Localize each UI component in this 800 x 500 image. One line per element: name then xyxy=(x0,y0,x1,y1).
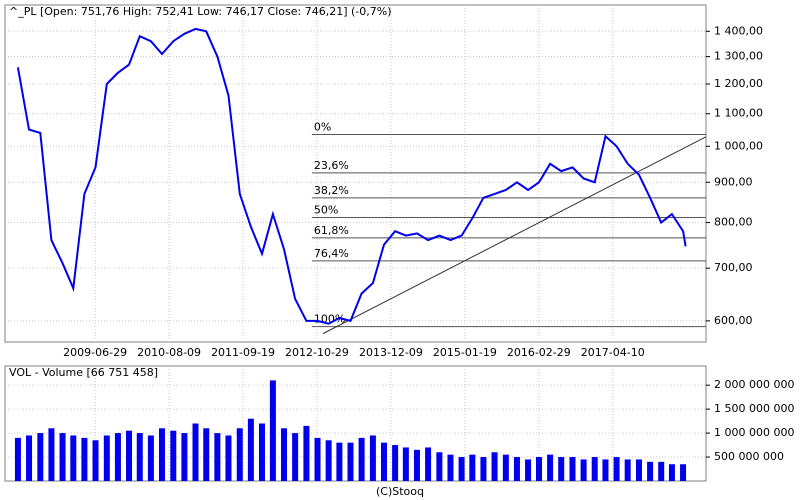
volume-bar xyxy=(580,459,587,481)
volume-bar xyxy=(114,433,121,481)
volume-bar xyxy=(37,433,44,481)
y-tick-label: 1 300,00 xyxy=(714,50,763,63)
volume-bar xyxy=(14,437,21,481)
volume-bar xyxy=(613,457,620,481)
y-tick-label: 1 200,00 xyxy=(714,77,763,90)
volume-bar xyxy=(602,459,609,481)
volume-bar xyxy=(647,461,654,481)
volume-bar xyxy=(635,459,642,481)
volume-bar xyxy=(103,435,110,481)
fib-label: 23,6% xyxy=(314,159,349,172)
volume-bar xyxy=(258,423,265,481)
y-tick-label: 1 400,00 xyxy=(714,24,763,37)
volume-bar xyxy=(292,433,299,481)
y-tick-label: 600,00 xyxy=(714,314,753,327)
volume-bar xyxy=(59,433,66,481)
volume-bar xyxy=(447,454,454,481)
volume-bar xyxy=(381,442,388,481)
volume-bar xyxy=(203,428,210,481)
volume-bar xyxy=(158,428,165,481)
volume-bar xyxy=(136,433,143,481)
volume-bar xyxy=(236,428,243,481)
x-tick-label: 2010-08-09 xyxy=(137,346,201,359)
volume-bar xyxy=(214,433,221,481)
volume-bar xyxy=(325,440,332,481)
volume-bar xyxy=(402,447,409,481)
volume-bar xyxy=(458,457,465,481)
volume-bar xyxy=(535,457,542,481)
y-tick-label: 900,00 xyxy=(714,175,753,188)
volume-bar xyxy=(181,433,188,481)
volume-bar xyxy=(469,454,476,481)
y-tick-label: 2 000 000 000 xyxy=(714,378,794,391)
volume-bar xyxy=(525,459,532,481)
volume-bar xyxy=(81,437,88,481)
price-line xyxy=(16,27,687,325)
footer: (C)Stooq xyxy=(376,485,424,498)
volume-bar xyxy=(547,454,554,481)
volume-bar xyxy=(502,454,509,481)
volume-bar xyxy=(513,457,520,481)
x-tick-label: 2009-06-29 xyxy=(63,346,127,359)
y-tick-label: 1 100,00 xyxy=(714,107,763,120)
fib-label: 50% xyxy=(314,203,338,216)
volume-bar xyxy=(70,435,77,481)
chart-title: ^_PL [Open: 751,76 High: 752,41 Low: 746… xyxy=(9,5,392,18)
volume-bar xyxy=(225,435,232,481)
volume-bar xyxy=(624,459,631,481)
fib-label: 61,8% xyxy=(314,224,349,237)
price-panel xyxy=(4,4,707,343)
volume-bar xyxy=(247,418,254,481)
volume-bar xyxy=(658,461,665,481)
x-tick-label: 2012-10-29 xyxy=(285,346,349,359)
volume-bar xyxy=(314,437,321,481)
volume-bar xyxy=(358,437,365,481)
volume-bar xyxy=(680,464,687,481)
volume-bar xyxy=(425,447,432,481)
volume-bar xyxy=(92,440,99,481)
x-tick-label: 2016-02-29 xyxy=(507,346,571,359)
y-tick-label: 800,00 xyxy=(714,216,753,229)
volume-bar xyxy=(668,464,675,481)
x-tick-label: 2015-01-19 xyxy=(433,346,497,359)
x-tick-label: 2011-09-19 xyxy=(211,346,275,359)
volume-bar xyxy=(147,435,154,481)
volume-bar xyxy=(269,380,276,481)
fib-label: 38,2% xyxy=(314,184,349,197)
volume-bar xyxy=(347,442,354,481)
volume-bar xyxy=(126,430,133,481)
y-tick-label: 500 000 000 xyxy=(714,450,784,463)
volume-bar xyxy=(392,445,399,481)
volume-bar xyxy=(26,435,33,481)
x-tick-label: 2013-12-09 xyxy=(359,346,423,359)
y-tick-label: 1 000 000 000 xyxy=(714,426,794,439)
y-tick-label: 700,00 xyxy=(714,261,753,274)
volume-bar xyxy=(480,457,487,481)
volume-bar xyxy=(436,452,443,481)
layer: 2009-06-29 2010-08-09 2011-09-19 2012-10-29… xyxy=(5,5,794,481)
x-tick-label: 2017-04-10 xyxy=(581,346,645,359)
volume-bar xyxy=(281,428,288,481)
volume-title: VOL - Volume [66 751 458] xyxy=(9,366,158,379)
y-tick-label: 1 000,00 xyxy=(714,139,763,152)
trend-line xyxy=(322,136,707,335)
volume-bar xyxy=(591,457,598,481)
volume-bar xyxy=(192,423,199,481)
y-tick-label: 1 500 000 000 xyxy=(714,402,794,415)
volume-bar xyxy=(170,430,177,481)
volume-bar xyxy=(336,442,343,481)
volume-bar xyxy=(413,449,420,481)
volume-bar xyxy=(558,457,565,481)
volume-bar xyxy=(303,425,310,481)
volume-panel xyxy=(4,365,707,482)
volume-bar xyxy=(48,428,55,481)
volume-bar xyxy=(569,457,576,481)
volume-bar xyxy=(369,435,376,481)
volume-bar xyxy=(491,452,498,481)
fib-label: 76,4% xyxy=(314,247,349,260)
fib-label: 0% xyxy=(314,121,331,134)
